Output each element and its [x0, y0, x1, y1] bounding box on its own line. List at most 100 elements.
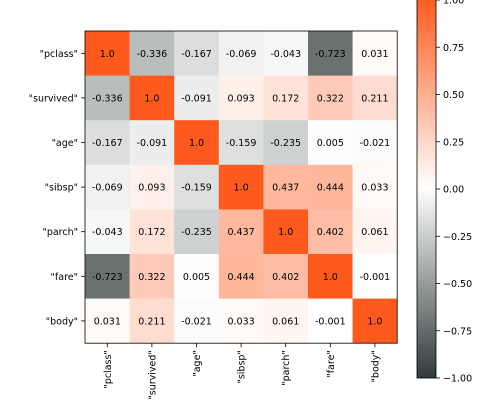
heatmap-cell [308, 31, 353, 76]
heatmap-cell [85, 75, 130, 121]
heatmap-cell [263, 298, 309, 344]
x-tick-label: "body" [370, 350, 381, 382]
heatmap-cell [352, 209, 398, 255]
cell-value-label: 0.211 [361, 93, 388, 104]
cell-value-label: 0.437 [227, 227, 254, 238]
cell-value-label: -0.159 [226, 138, 257, 149]
heatmap-cell [129, 75, 175, 121]
heatmap-cell [263, 254, 309, 299]
cell-value-label: 0.172 [138, 227, 165, 238]
heatmap-cell [263, 209, 309, 255]
heatmap-cell [174, 164, 220, 210]
heatmap-cell [174, 254, 220, 299]
y-tick-label: "survived" [29, 93, 78, 104]
heatmap-cell [85, 254, 130, 299]
heatmap-cell [308, 164, 353, 210]
colorbar-tick-label: 1.00 [443, 0, 464, 7]
heatmap-cell [85, 209, 130, 255]
heatmap-cell [218, 120, 264, 166]
x-tick-label: "survived" [147, 350, 158, 399]
colorbar-tick-label: −0.75 [443, 326, 472, 337]
heatmap-cell [352, 298, 398, 344]
heatmap-cell [174, 120, 220, 166]
cell-value-label: -0.021 [181, 316, 212, 327]
cell-value-label: 0.061 [361, 227, 388, 238]
cell-value-label: -0.336 [92, 93, 123, 104]
cell-value-label: 1.0 [189, 138, 204, 149]
heatmap-cell [129, 209, 175, 255]
cell-value-label: 0.031 [94, 316, 121, 327]
cell-value-label: -0.091 [137, 138, 168, 149]
heatmap-cell [85, 31, 130, 76]
y-tick-label: "pclass" [40, 49, 78, 60]
heatmap-cell [308, 298, 353, 344]
cell-value-label: 0.322 [317, 93, 344, 104]
colorbar-tick-label: 0.50 [443, 90, 464, 101]
cell-value-label: 1.0 [367, 316, 382, 327]
heatmap-cell [218, 31, 264, 76]
cell-value-label: 0.061 [272, 316, 299, 327]
cell-value-label: 0.444 [227, 272, 254, 283]
x-tick-label: "parch" [281, 350, 292, 386]
heatmap-cell [85, 298, 130, 344]
cell-value-label: 0.322 [138, 272, 165, 283]
cell-value-label: 0.005 [317, 138, 344, 149]
heatmap-cell [174, 209, 220, 255]
cell-value-label: 0.402 [317, 227, 344, 238]
cell-value-label: -0.043 [92, 227, 123, 238]
heatmap-cell [352, 75, 398, 121]
cell-value-label: -0.001 [315, 316, 346, 327]
cell-value-label: -0.069 [226, 49, 257, 60]
cell-value-label: -0.723 [315, 49, 346, 60]
cell-value-label: -0.235 [181, 227, 212, 238]
heatmap-cell [174, 298, 220, 344]
heatmap-cell [129, 164, 175, 210]
cell-value-label: 0.437 [272, 183, 299, 194]
x-tick-label: "fare" [326, 350, 337, 377]
cell-value-label: -0.043 [270, 49, 301, 60]
cell-value-label: -0.167 [181, 49, 212, 60]
cell-value-label: 1.0 [323, 272, 338, 283]
cell-value-label: 1.0 [234, 183, 249, 194]
cell-value-label: -0.235 [270, 138, 301, 149]
x-tick-label: "sibsp" [237, 350, 248, 383]
heatmap-cell [129, 120, 175, 166]
colorbar-tick-label: 0.00 [443, 185, 464, 196]
colorbar-tick-label: −1.00 [443, 374, 472, 385]
heatmap-cell [85, 164, 130, 210]
cell-value-label: 1.0 [100, 49, 115, 60]
heatmap-cell [263, 120, 309, 166]
colorbar-tick-label: 0.75 [443, 43, 464, 54]
cell-value-label: -0.167 [92, 138, 123, 149]
heatmap-cell [129, 31, 175, 76]
cell-value-label: -0.001 [360, 272, 391, 283]
y-tick-label: "parch" [42, 227, 78, 238]
cell-value-label: -0.021 [360, 138, 391, 149]
heatmap-cell [352, 254, 398, 299]
heatmap-cell [85, 120, 130, 166]
colorbar [416, 0, 437, 379]
cell-value-label: 0.033 [227, 316, 254, 327]
x-tick-label: "age" [192, 350, 203, 376]
colorbar-tick-label: −0.25 [443, 232, 472, 243]
heatmap-cell [263, 75, 309, 121]
cell-value-label: 0.211 [138, 316, 165, 327]
cell-value-label: -0.336 [137, 49, 168, 60]
y-tick-label: "body" [46, 316, 78, 327]
heatmap-cell [263, 31, 309, 76]
heatmap-cell [352, 31, 398, 76]
heatmap-cell [308, 254, 353, 299]
cell-value-label: 0.093 [227, 93, 254, 104]
cell-value-label: 0.033 [361, 183, 388, 194]
cell-value-label: 1.0 [144, 93, 159, 104]
heatmap-cell [218, 164, 264, 210]
heatmap-cell [352, 120, 398, 166]
heatmap-cell [218, 75, 264, 121]
y-tick-label: "fare" [51, 272, 78, 283]
cell-value-label: 0.093 [138, 183, 165, 194]
y-tick-label: "age" [52, 138, 78, 149]
heatmap-cell [308, 120, 353, 166]
cell-value-label: 0.172 [272, 93, 299, 104]
